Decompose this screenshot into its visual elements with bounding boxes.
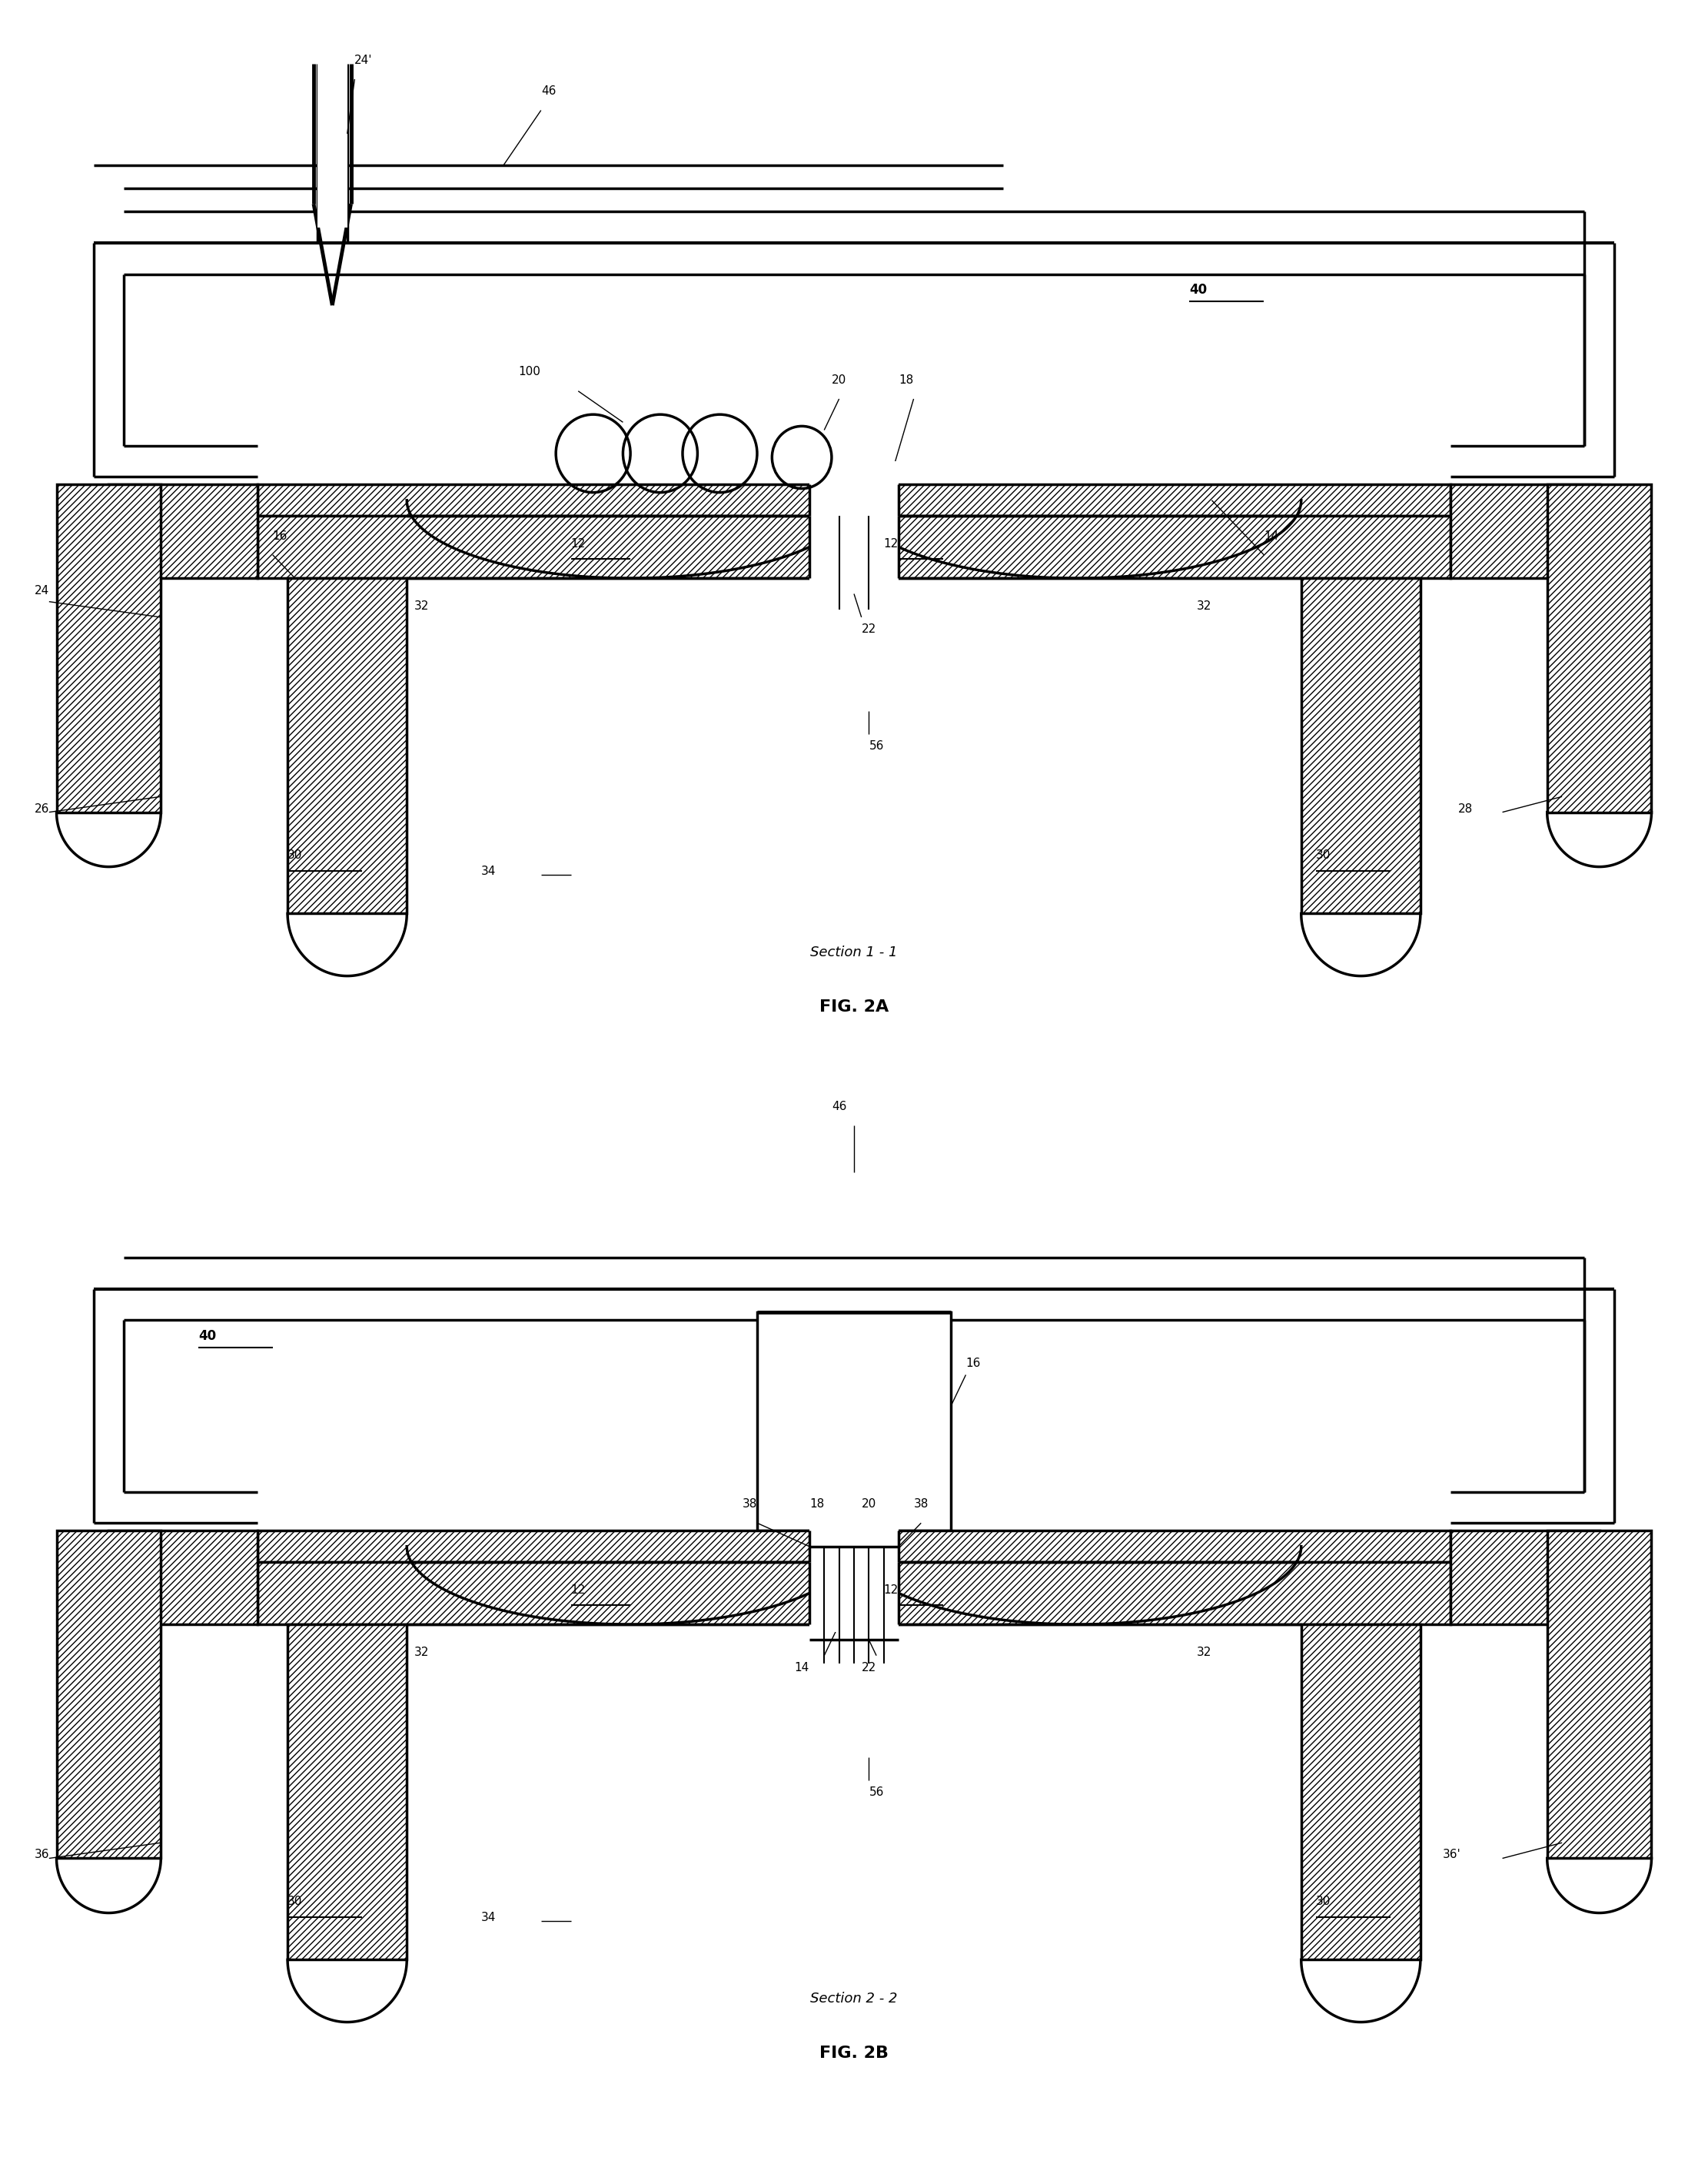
Bar <box>1450 485 1599 578</box>
Text: FIG. 2A: FIG. 2A <box>820 999 888 1014</box>
Text: 20: 20 <box>861 1499 876 1510</box>
Text: 14: 14 <box>794 1661 810 1674</box>
Text: 40: 40 <box>198 1329 215 1344</box>
Bar <box>1547 1531 1652 1859</box>
Bar <box>109 1531 258 1624</box>
Text: 40: 40 <box>1189 283 1208 298</box>
Bar <box>1450 1531 1599 1624</box>
Bar <box>1547 485 1652 813</box>
Bar <box>109 485 258 578</box>
Text: 14: 14 <box>1264 531 1279 541</box>
Text: 56: 56 <box>869 1786 883 1799</box>
Text: 12: 12 <box>883 1583 898 1596</box>
Bar <box>810 1508 898 1633</box>
Text: 32: 32 <box>1197 600 1211 613</box>
Bar <box>318 41 347 226</box>
Bar <box>56 485 161 813</box>
Bar <box>56 1531 161 1859</box>
Text: 16: 16 <box>965 1357 980 1370</box>
Text: 46: 46 <box>832 1100 847 1113</box>
Text: 36': 36' <box>1443 1849 1460 1861</box>
Text: Section 1 - 1: Section 1 - 1 <box>810 945 898 960</box>
Text: 18: 18 <box>898 373 914 386</box>
Text: 12: 12 <box>570 1583 586 1596</box>
Text: 24': 24' <box>355 54 372 67</box>
Text: FIG. 2B: FIG. 2B <box>820 2045 888 2060</box>
Text: 32: 32 <box>415 600 429 613</box>
Text: 30: 30 <box>287 1896 302 1907</box>
Text: 16: 16 <box>273 531 287 541</box>
Bar <box>810 462 898 587</box>
Bar <box>757 1311 951 1531</box>
Text: Section 2 - 2: Section 2 - 2 <box>810 1991 898 2006</box>
Text: 22: 22 <box>861 1661 876 1674</box>
Text: 46: 46 <box>541 86 555 97</box>
Text: 38: 38 <box>743 1499 757 1510</box>
Bar <box>258 485 1450 516</box>
Bar <box>287 1624 407 1961</box>
Bar <box>1301 578 1421 915</box>
Text: 100: 100 <box>519 367 541 377</box>
Text: 36: 36 <box>34 1849 50 1861</box>
Text: 12: 12 <box>570 537 586 550</box>
Text: 34: 34 <box>482 865 497 878</box>
Text: 32: 32 <box>415 1646 429 1659</box>
Text: 32: 32 <box>1197 1646 1211 1659</box>
Text: 30: 30 <box>287 850 302 861</box>
Bar <box>258 516 1450 578</box>
Text: 12: 12 <box>883 537 898 550</box>
Bar <box>258 1531 1450 1562</box>
Text: 56: 56 <box>869 740 883 753</box>
Bar <box>258 1562 1450 1624</box>
Text: 38: 38 <box>914 1499 929 1510</box>
Text: 20: 20 <box>832 373 847 386</box>
Bar <box>1301 1624 1421 1961</box>
Text: 30: 30 <box>1317 850 1331 861</box>
Text: 28: 28 <box>1457 802 1472 815</box>
Bar <box>287 578 407 915</box>
Text: 24: 24 <box>34 585 50 595</box>
Text: 26: 26 <box>34 802 50 815</box>
Text: 34: 34 <box>482 1911 497 1924</box>
Text: 30: 30 <box>1317 1896 1331 1907</box>
Text: 18: 18 <box>810 1499 823 1510</box>
Text: 22: 22 <box>861 623 876 634</box>
